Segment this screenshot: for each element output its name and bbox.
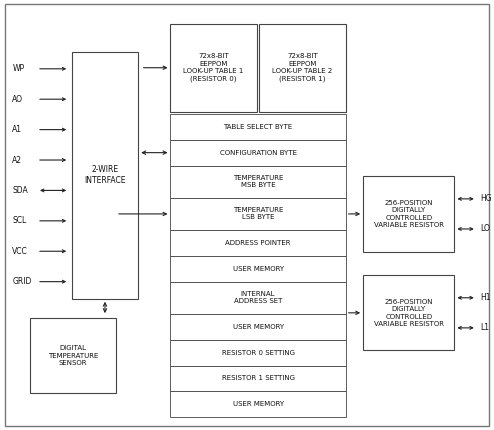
Text: LO: LO — [481, 224, 491, 233]
Text: TEMPERATURE
MSB BYTE: TEMPERATURE MSB BYTE — [233, 175, 283, 188]
Text: HG: HG — [481, 194, 493, 203]
Bar — [30, 318, 116, 393]
Bar — [170, 230, 346, 256]
Bar — [259, 24, 346, 112]
Text: DIGITAL
TEMPERATURE
SENSOR: DIGITAL TEMPERATURE SENSOR — [48, 345, 98, 366]
Text: WP: WP — [12, 64, 25, 73]
Bar — [72, 52, 138, 299]
Text: ADDRESS POINTER: ADDRESS POINTER — [225, 240, 291, 246]
Bar — [170, 366, 346, 391]
Text: 256-POSITION
DIGITALLY
CONTROLLED
VARIABLE RESISTOR: 256-POSITION DIGITALLY CONTROLLED VARIAB… — [374, 200, 444, 228]
Bar — [170, 282, 346, 314]
Bar — [363, 275, 454, 350]
Bar — [170, 198, 346, 230]
Text: USER MEMORY: USER MEMORY — [233, 266, 284, 272]
Text: RESISTOR 1 SETTING: RESISTOR 1 SETTING — [222, 375, 294, 381]
Text: RESISTOR 0 SETTING: RESISTOR 0 SETTING — [222, 350, 294, 356]
Text: A2: A2 — [12, 156, 22, 165]
Text: USER MEMORY: USER MEMORY — [233, 324, 284, 330]
Text: VCC: VCC — [12, 247, 28, 256]
Text: INTERNAL
ADDRESS SET: INTERNAL ADDRESS SET — [234, 291, 282, 304]
Bar — [170, 166, 346, 198]
Bar — [170, 314, 346, 340]
Bar — [170, 24, 257, 112]
Bar — [363, 176, 454, 252]
Text: 72x8-BIT
EEPPOM
LOOK-UP TABLE 1
(RESISTOR 0): 72x8-BIT EEPPOM LOOK-UP TABLE 1 (RESISTO… — [183, 53, 244, 82]
Text: 2-WIRE
INTERFACE: 2-WIRE INTERFACE — [84, 165, 126, 185]
Text: H1: H1 — [481, 293, 491, 302]
Bar — [170, 140, 346, 166]
Text: TABLE SELECT BYTE: TABLE SELECT BYTE — [223, 124, 293, 130]
Text: 256-POSITION
DIGITALLY
CONTROLLED
VARIABLE RESISTOR: 256-POSITION DIGITALLY CONTROLLED VARIAB… — [374, 298, 444, 327]
Text: TEMPERATURE
LSB BYTE: TEMPERATURE LSB BYTE — [233, 207, 283, 221]
Bar — [170, 114, 346, 140]
Text: 72x8-BIT
EEPPOM
LOOK-UP TABLE 2
(RESISTOR 1): 72x8-BIT EEPPOM LOOK-UP TABLE 2 (RESISTO… — [273, 53, 332, 82]
Bar — [170, 256, 346, 282]
Text: L1: L1 — [481, 323, 490, 332]
Text: SCL: SCL — [12, 216, 27, 225]
Text: SDA: SDA — [12, 186, 28, 195]
Text: GRID: GRID — [12, 277, 32, 286]
Bar — [170, 391, 346, 417]
Text: AO: AO — [12, 95, 23, 104]
Text: A1: A1 — [12, 125, 22, 134]
Bar — [170, 340, 346, 365]
Text: CONFIGURATION BYTE: CONFIGURATION BYTE — [220, 150, 296, 156]
Text: USER MEMORY: USER MEMORY — [233, 401, 284, 407]
